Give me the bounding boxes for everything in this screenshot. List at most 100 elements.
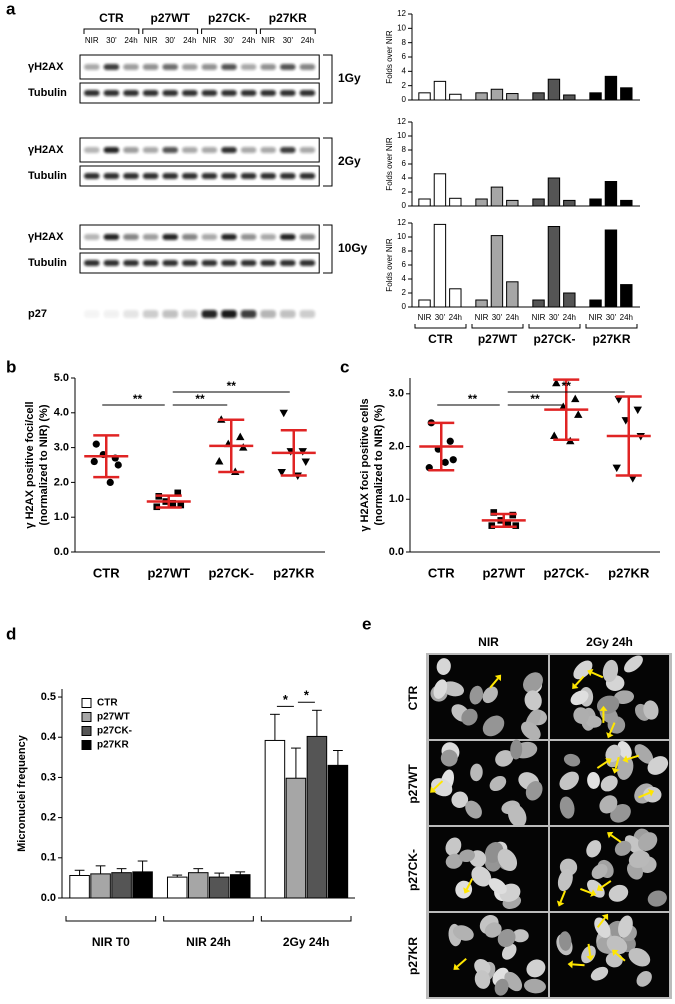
- band: [260, 260, 276, 266]
- nucleus: [559, 931, 572, 951]
- band: [240, 173, 257, 179]
- band: [221, 90, 237, 96]
- nucleus: [501, 943, 517, 960]
- blot-row-label: Tubulin: [28, 257, 67, 269]
- y-axis-label: Micronuclei frequency: [16, 734, 28, 852]
- x-tick-label: NIR: [589, 313, 603, 322]
- nucleus: [647, 756, 669, 775]
- significance-label: **: [530, 392, 540, 406]
- nucleus: [497, 848, 518, 872]
- band: [221, 260, 237, 266]
- y-tick-label: 0.0: [389, 546, 404, 558]
- bar: [433, 173, 447, 207]
- y-tick-label: 10: [397, 23, 406, 32]
- nucleus: [634, 744, 654, 764]
- x-tick-label: 24h: [506, 313, 519, 322]
- blot-row-label: γH2AX: [28, 231, 64, 243]
- x-tick-label: p27KR: [608, 565, 650, 580]
- arrow-head: [453, 963, 460, 970]
- point: [90, 457, 98, 466]
- nucleus: [489, 775, 507, 792]
- legend-swatch: [81, 712, 92, 722]
- nucleus: [605, 744, 621, 763]
- band: [123, 234, 139, 240]
- blot-group-label: p27WT: [151, 11, 191, 25]
- x-tick-label: 30': [549, 313, 560, 322]
- y-tick-label: 0.0: [41, 892, 56, 904]
- lane-label: 30': [106, 36, 117, 45]
- arrow: [489, 677, 499, 689]
- band: [299, 64, 316, 70]
- band: [162, 147, 178, 153]
- lane-label: 30': [283, 36, 294, 45]
- arrow-head: [590, 889, 597, 897]
- nucleus: [624, 835, 644, 855]
- y-tick-label: 6: [402, 260, 407, 269]
- nucleus: [488, 878, 507, 895]
- nucleus: [510, 739, 523, 760]
- bracket: [528, 324, 581, 329]
- group-label: p27WT: [478, 332, 518, 346]
- nucleus: [647, 890, 667, 907]
- legend-label: p27KR: [97, 740, 129, 751]
- nucleus: [512, 929, 529, 943]
- bar: [208, 876, 230, 899]
- nucleus: [559, 796, 575, 819]
- nucleus: [585, 715, 602, 728]
- band: [182, 173, 198, 179]
- band: [182, 310, 198, 318]
- point: [301, 458, 310, 467]
- band: [201, 310, 218, 318]
- nucleus: [451, 791, 469, 808]
- bracket: [259, 28, 316, 34]
- band: [280, 64, 296, 70]
- lane-label: NIR: [144, 36, 158, 45]
- band: [123, 147, 139, 153]
- band: [221, 310, 237, 318]
- point: [277, 468, 286, 477]
- arrow-head: [567, 960, 573, 969]
- significance-label: **: [562, 379, 572, 393]
- dose-label: 2Gy: [338, 154, 361, 168]
- band: [240, 234, 257, 240]
- bar: [620, 199, 633, 207]
- band: [240, 64, 257, 70]
- y-tick-label: 12: [397, 218, 406, 227]
- bar: [563, 94, 576, 101]
- y-tick-label: 4: [402, 274, 407, 283]
- nucleus: [441, 681, 464, 697]
- band: [103, 173, 120, 179]
- band: [162, 310, 178, 318]
- nucleus: [453, 925, 474, 941]
- point: [490, 509, 498, 516]
- dose-label: 1Gy: [338, 71, 361, 85]
- nucleus: [461, 708, 478, 726]
- y-axis-label: γ H2AX foci positive cells: [359, 398, 371, 531]
- point: [614, 396, 623, 404]
- nucleus: [643, 786, 662, 803]
- arrow-head: [572, 682, 579, 689]
- y-tick-label: 4.0: [54, 407, 69, 419]
- y-tick-label: 8: [402, 38, 407, 47]
- bar: [589, 299, 602, 308]
- band: [162, 260, 178, 266]
- point: [504, 519, 512, 527]
- arrow-head: [430, 786, 437, 793]
- nucleus: [563, 753, 581, 767]
- arrow-head: [601, 913, 609, 921]
- arrow: [591, 671, 604, 679]
- nucleus: [445, 853, 463, 869]
- dose-bracket: [323, 137, 333, 187]
- band: [260, 64, 276, 70]
- band: [103, 260, 120, 266]
- bar: [506, 281, 519, 308]
- nucleus: [508, 804, 527, 828]
- dose-bracket: [323, 224, 333, 274]
- point: [446, 437, 454, 445]
- x-tick-label: p27WT: [482, 565, 525, 580]
- x-tick-label: p27CK-: [208, 565, 254, 580]
- band: [182, 260, 198, 266]
- x-tick-label: NIR T0: [92, 935, 130, 949]
- significance-label: **: [195, 392, 205, 406]
